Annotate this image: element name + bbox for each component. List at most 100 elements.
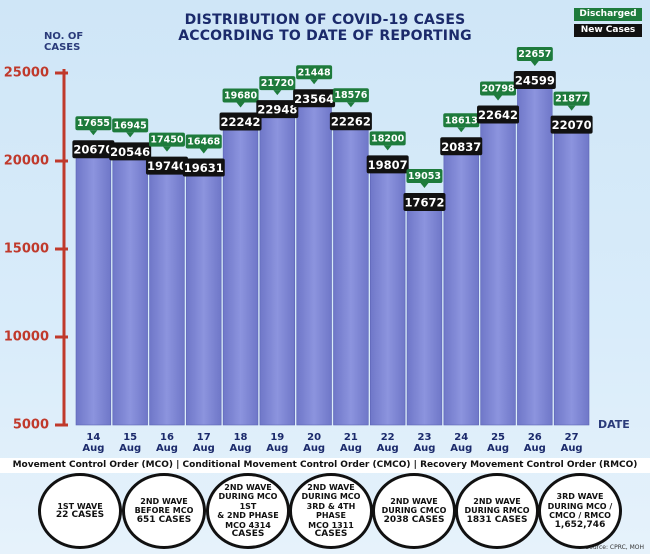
discharged-label-tail xyxy=(162,146,171,152)
wave-text: DURING MCO 1ST xyxy=(218,492,278,511)
wave-text: CMCO / RMCO xyxy=(549,511,611,520)
legend-entry: Discharged xyxy=(574,8,642,21)
bar xyxy=(406,201,443,426)
discharged-label: 16945 xyxy=(114,120,147,131)
discharged-label-box xyxy=(332,88,369,103)
value-label: 22242 xyxy=(221,115,261,129)
y-tick-label: 5000 xyxy=(13,418,49,433)
bar xyxy=(75,148,112,426)
discharged-label-box xyxy=(406,168,443,183)
discharged-label-tail xyxy=(457,127,466,133)
value-label: 20837 xyxy=(441,140,481,154)
discharged-label: 18576 xyxy=(334,90,367,101)
discharged-label-tail xyxy=(420,182,429,188)
wave-circle: 3RD WAVE DURING MCO / CMCO / RMCO 1,652,746 xyxy=(538,473,622,549)
value-label: 19740 xyxy=(147,159,187,173)
bar xyxy=(222,121,259,426)
wave-text: 2ND WAVE xyxy=(390,496,438,506)
wave-circle: 2ND WAVE BEFORE MCO 651 CASES xyxy=(122,473,206,549)
x-tick-label: 17 Aug xyxy=(192,432,215,454)
legend-entry: New Cases xyxy=(574,24,642,37)
wave-text: MCO 1311 xyxy=(308,520,354,530)
x-axis-label: DATE xyxy=(598,418,630,431)
value-label-box xyxy=(109,142,152,161)
discharged-label: 19680 xyxy=(224,91,257,102)
wave-text: CASES xyxy=(314,529,348,539)
discharged-label-box xyxy=(516,47,553,62)
bar xyxy=(333,120,369,426)
discharged-label: 19053 xyxy=(408,171,441,182)
discharged-label: 18200 xyxy=(371,133,404,144)
value-label: 22948 xyxy=(257,103,297,117)
discharged-label: 22657 xyxy=(518,49,551,60)
chart: 5000100001500020000250002067017655205461… xyxy=(4,47,593,433)
discharged-label: 21877 xyxy=(555,94,588,105)
value-label-box xyxy=(256,100,299,119)
wave-text: 2ND WAVE xyxy=(307,482,355,492)
x-tick-label: 25 Aug xyxy=(487,432,510,454)
wave-text: 2ND WAVE xyxy=(224,482,272,492)
discharged-label: 21448 xyxy=(298,67,331,78)
value-label-box xyxy=(329,112,372,131)
discharged-label-tail xyxy=(530,61,539,67)
source: Source: CPRC, MOH xyxy=(585,544,644,551)
discharged-label-tail xyxy=(310,79,319,85)
wave-text: DURING MCO xyxy=(301,492,361,501)
x-tick-label: 15 Aug xyxy=(119,432,142,454)
y-axis-label: NO. OF CASES xyxy=(44,31,84,53)
chart-title: DISTRIBUTION OF COVID-19 CASES ACCORDING… xyxy=(178,12,472,44)
y-tick-label: 15000 xyxy=(4,242,49,257)
value-label: 20546 xyxy=(110,145,150,159)
wave-text: MCO 4314 xyxy=(225,520,271,530)
value-label: 22262 xyxy=(331,115,371,129)
value-label: 19631 xyxy=(184,161,224,175)
wave-text: 2ND WAVE xyxy=(473,496,521,506)
bar xyxy=(480,114,516,426)
value-label: 19807 xyxy=(368,158,408,172)
discharged-label-box xyxy=(553,91,590,106)
x-tick-label: 14 Aug xyxy=(82,432,105,454)
discharged-label: 17450 xyxy=(150,135,183,146)
bar xyxy=(553,124,590,426)
discharged-label-tail xyxy=(199,148,208,154)
discharged-label-box xyxy=(112,118,149,133)
x-tick-label: 24 Aug xyxy=(450,432,473,454)
bar xyxy=(517,79,553,426)
wave-text: 1ST WAVE xyxy=(57,501,103,511)
discharged-label-tail xyxy=(126,132,135,138)
bar xyxy=(443,145,479,426)
y-tick-label: 25000 xyxy=(4,66,49,81)
discharged-label-box xyxy=(259,76,296,91)
bar xyxy=(369,164,406,426)
discharged-label: 20798 xyxy=(482,84,515,95)
wave-circle: 2ND WAVE DURING CMCO 2038 CASES xyxy=(372,473,456,549)
value-label-box xyxy=(219,112,262,131)
discharged-label-tail xyxy=(236,102,245,108)
wave-text: DURING RMCO xyxy=(464,506,530,516)
value-label-box xyxy=(72,140,115,159)
value-label-box xyxy=(145,156,188,175)
wave-text: DURING MCO / xyxy=(547,501,613,511)
wave-text: CASES xyxy=(231,529,265,539)
discharged-label: 18613 xyxy=(445,115,478,126)
wave-text: DURING CMCO xyxy=(381,506,447,516)
wave-circle: 2ND WAVE DURING RMCO 1831 CASES xyxy=(455,473,539,549)
x-tick-label: 22 Aug xyxy=(376,432,399,454)
discharged-label-box xyxy=(148,132,185,147)
discharged-label-box xyxy=(222,88,259,103)
footer-legend: Movement Control Order (MCO) | Condition… xyxy=(0,458,650,473)
wave-text: 22 CASES xyxy=(55,510,105,520)
bar xyxy=(112,151,148,426)
discharged-label-box xyxy=(75,116,112,131)
wave-text: 651 CASES xyxy=(136,514,192,525)
value-label: 22070 xyxy=(552,118,592,132)
bar xyxy=(296,97,332,426)
bar xyxy=(259,108,296,426)
x-tick-label: 16 Aug xyxy=(155,432,178,454)
discharged-label-tail xyxy=(89,130,98,136)
discharged-label-tail xyxy=(383,145,392,151)
bar xyxy=(186,167,222,426)
bar xyxy=(149,165,185,426)
value-label-box xyxy=(513,71,556,90)
discharged-label-box xyxy=(443,113,480,128)
